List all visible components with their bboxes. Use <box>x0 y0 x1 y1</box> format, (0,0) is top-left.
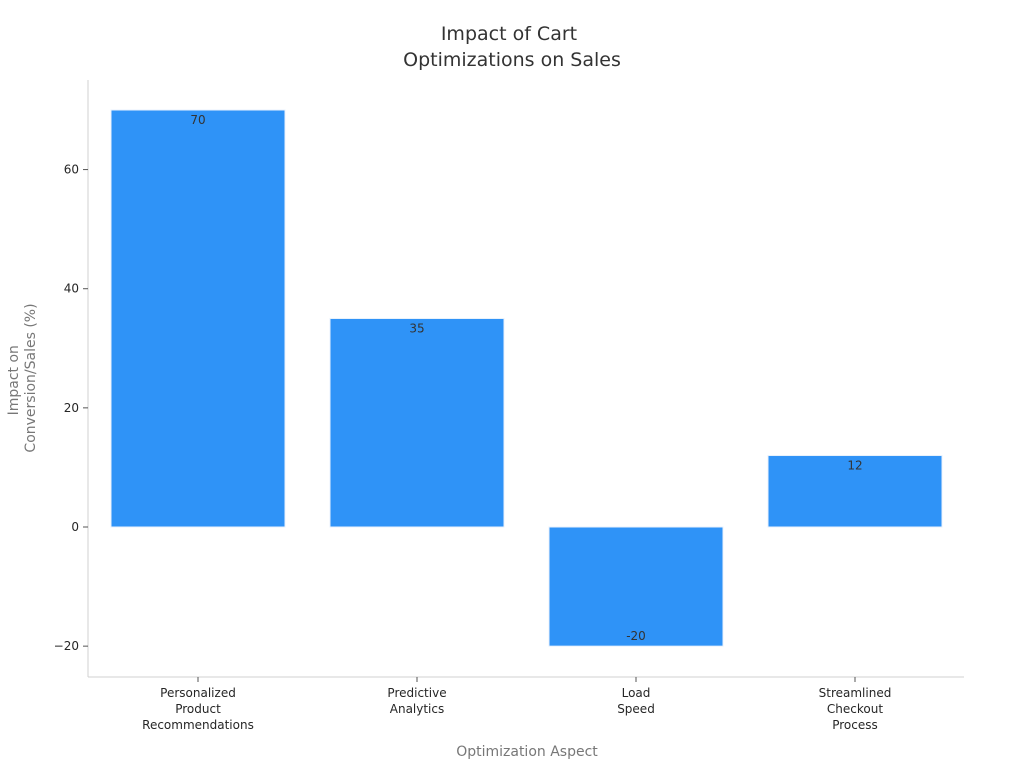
data-label-1: 35 <box>409 322 424 336</box>
x-tick-label-1: Predictive Analytics <box>387 686 446 716</box>
data-label-2: -20 <box>626 629 646 643</box>
bar-0 <box>110 109 286 528</box>
y-tick-label-1: 0 <box>71 520 79 534</box>
y-tick-label-4: 60 <box>64 163 79 177</box>
chart-title-line-2: Optimizations on Sales <box>403 49 621 71</box>
y-tick-label-0: −20 <box>54 639 79 653</box>
chart-title-line-1: Impact of Cart <box>441 23 577 45</box>
bar-3 <box>767 455 943 528</box>
y-tick-label-3: 40 <box>64 282 79 296</box>
y-axis-label-line-2: Conversion/Sales (%) <box>23 303 39 452</box>
data-label-0: 70 <box>190 113 205 127</box>
data-label-3: 12 <box>847 459 862 473</box>
x-tick-label-0: Personalized Product Recommendations <box>142 686 254 732</box>
x-ticks-group: Personalized Product Recommendations Predic… <box>142 677 891 732</box>
chart-title: Impact of Cart Optimizations on Sales <box>403 23 621 71</box>
x-tick-label-2: Load Speed <box>617 686 655 716</box>
y-ticks-group: −20 0 20 40 60 <box>54 163 88 653</box>
bar-1 <box>329 318 505 528</box>
x-axis-label: Optimization Aspect <box>456 744 598 760</box>
x-tick-label-3: Streamlined Checkout Process <box>819 686 892 732</box>
bar-2 <box>548 526 724 647</box>
y-axis-label-line-1: Impact on <box>6 345 22 415</box>
y-axis-label: Impact on Conversion/Sales (%) <box>6 303 39 452</box>
bars-group: 70 35 -20 12 <box>110 109 943 647</box>
y-tick-label-2: 20 <box>64 401 79 415</box>
